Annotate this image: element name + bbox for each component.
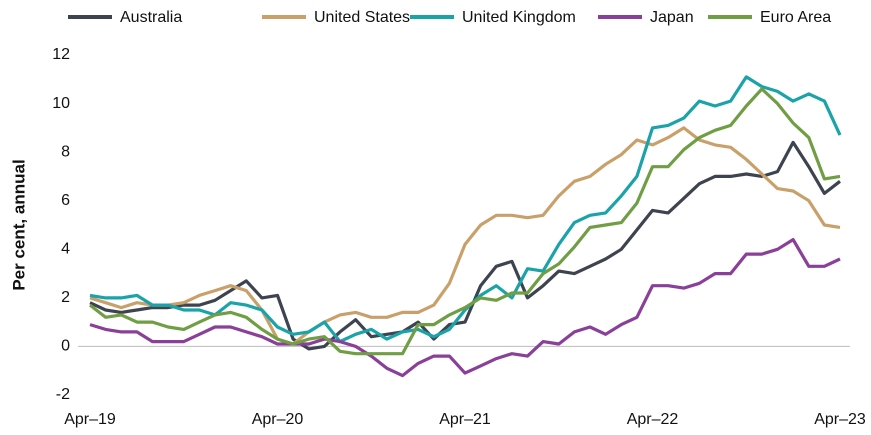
legend-label: Japan (650, 9, 694, 26)
y-tick-label: 8 (61, 143, 70, 160)
x-tick-label: Apr–19 (64, 411, 116, 428)
series-line (89, 140, 841, 351)
y-axis-label: Per cent, annual (9, 159, 28, 290)
legend-label: United Kingdom (462, 9, 576, 26)
y-tick-label: -2 (56, 386, 70, 403)
series-line (89, 75, 842, 344)
legend-label: United States (314, 9, 410, 26)
y-tick-label: 0 (61, 338, 70, 355)
legend-label: Australia (120, 9, 182, 26)
series-line (89, 126, 841, 346)
x-tick-label: Apr–23 (814, 411, 866, 428)
y-tick-label: 2 (61, 289, 70, 306)
x-tick-label: Apr–22 (627, 411, 679, 428)
x-tick-label: Apr–21 (439, 411, 491, 428)
y-tick-label: 12 (52, 46, 70, 63)
legend-label: Euro Area (760, 9, 831, 26)
y-tick-label: 10 (52, 95, 70, 112)
y-tick-label: 4 (61, 241, 70, 258)
series-line (89, 87, 841, 356)
series-line (89, 238, 841, 378)
y-tick-label: 6 (61, 192, 70, 209)
x-tick-label: Apr–20 (252, 411, 304, 428)
